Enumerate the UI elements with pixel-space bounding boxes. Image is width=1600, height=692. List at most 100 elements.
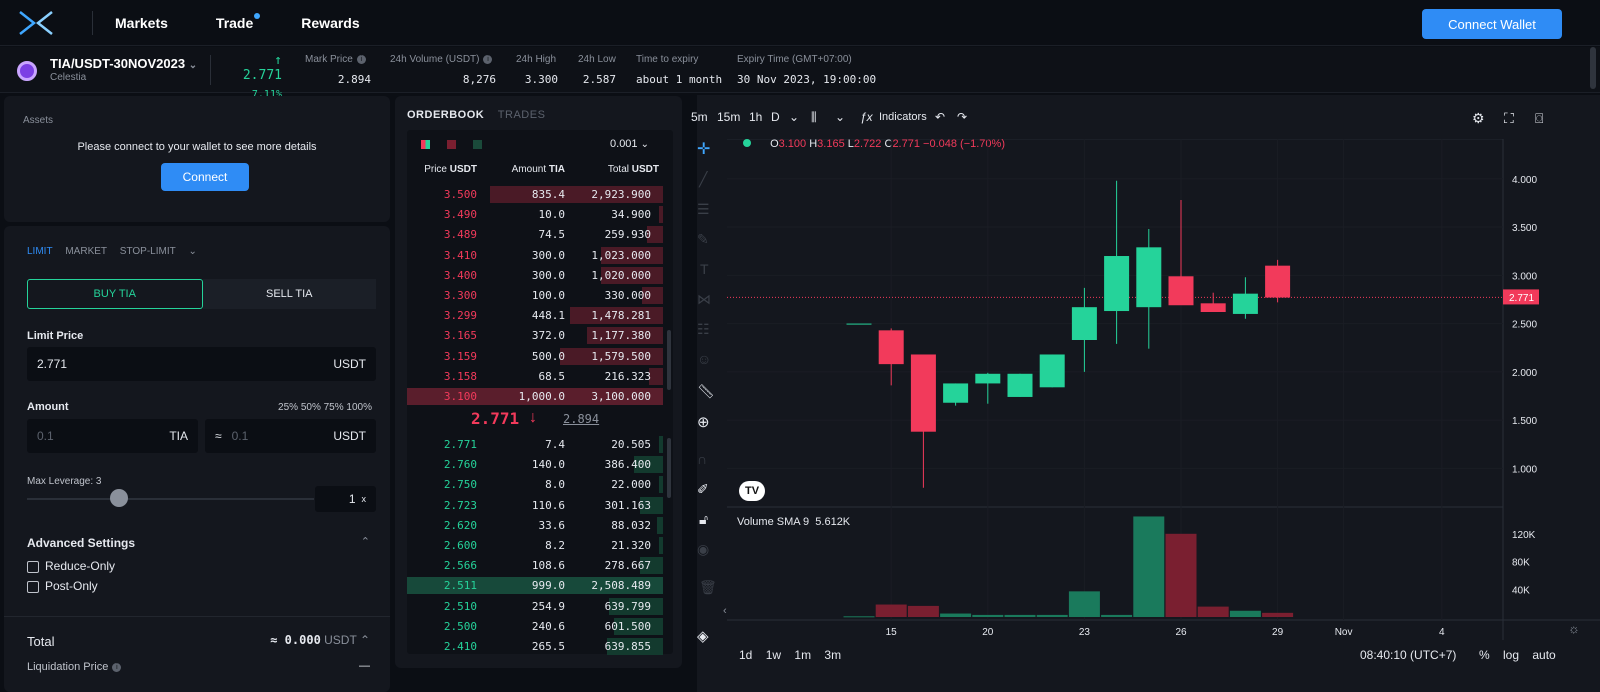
chevron-down-icon[interactable]: ⌄ <box>789 110 800 124</box>
tab-market[interactable]: MARKET <box>65 246 108 257</box>
candle-body[interactable] <box>1168 276 1194 306</box>
ask-row[interactable]: 3.490 10.0 34.900 <box>407 205 663 224</box>
interval-15m[interactable]: 15m <box>717 110 741 124</box>
bids-scrollbar[interactable] <box>667 438 671 498</box>
candle-body[interactable] <box>943 383 969 403</box>
ask-row[interactable]: 3.158 68.5 216.323 <box>407 367 663 386</box>
text-icon[interactable]: T <box>700 261 709 277</box>
indicators-button[interactable]: Indicators <box>879 111 927 123</box>
layers-icon[interactable]: ◈ <box>697 628 709 645</box>
ask-row[interactable]: 3.299 448.1 1,478.281 <box>407 306 663 325</box>
ask-row[interactable]: 3.100 1,000.0 3,100.000 <box>407 387 663 406</box>
fib-icon[interactable]: ☰ <box>697 201 710 217</box>
fullscreen-icon[interactable]: ⛶ <box>1504 110 1514 126</box>
buy-tab[interactable]: BUY TIA <box>27 279 203 309</box>
ask-row[interactable]: 3.400 300.0 1,020.000 <box>407 266 663 285</box>
candle-body[interactable] <box>975 373 1001 384</box>
emoji-icon[interactable]: ☺ <box>697 351 712 367</box>
zoom-icon[interactable]: ⊕ <box>697 414 710 431</box>
leverage-slider-track[interactable] <box>27 498 314 500</box>
candle-body[interactable] <box>846 323 872 325</box>
indicators-icon[interactable]: ƒx <box>860 110 873 124</box>
advanced-settings-title[interactable]: Advanced Settings <box>27 536 136 550</box>
view-both-icon[interactable] <box>421 140 430 149</box>
view-asks-icon[interactable] <box>447 140 456 149</box>
bid-row[interactable]: 2.771 7.4 20.505 <box>407 435 663 454</box>
candle-type-icon[interactable]: ⫼ <box>811 110 817 124</box>
ruler-icon[interactable]: 📏︎ <box>697 383 715 399</box>
tradingview-logo-icon[interactable]: TV <box>739 481 765 501</box>
draw-lock-icon[interactable]: ✐ <box>697 481 709 497</box>
candle-body[interactable] <box>1071 307 1097 340</box>
interval-d[interactable]: D <box>771 110 780 124</box>
trash-icon[interactable]: 🗑︎ <box>699 579 717 595</box>
tab-trades[interactable]: TRADES <box>497 109 546 121</box>
nav-rewards[interactable]: Rewards <box>301 14 360 31</box>
chevron-up-icon[interactable]: ⌃ <box>359 633 370 647</box>
candle-body[interactable] <box>1265 265 1291 298</box>
leverage-slider-handle[interactable] <box>110 489 128 507</box>
bid-row[interactable]: 2.620 33.6 88.032 <box>407 516 663 535</box>
eye-icon[interactable]: ◉ <box>697 541 710 557</box>
settings-icon[interactable]: ⚙ <box>1472 110 1485 126</box>
candle-body[interactable] <box>1136 247 1162 308</box>
market-selector[interactable]: TIA/USDT-30NOV2023 ⌄ <box>50 56 197 71</box>
interval-5m[interactable]: 5m <box>691 110 708 124</box>
log-toggle[interactable]: log <box>1503 648 1520 662</box>
axis-settings-icon[interactable]: ☼ <box>1568 621 1580 636</box>
bid-row[interactable]: 2.566 108.6 278.667 <box>407 556 663 575</box>
range-1d[interactable]: 1d <box>739 648 753 662</box>
brush-icon[interactable]: ✎ <box>697 231 709 247</box>
auto-toggle[interactable]: auto <box>1532 648 1556 662</box>
sell-tab[interactable]: SELL TIA <box>202 279 376 309</box>
connect-button[interactable]: Connect <box>161 163 249 191</box>
tab-stop-limit[interactable]: STOP-LIMIT ⌄ <box>120 246 207 257</box>
ask-row[interactable]: 3.300 100.0 330.000 <box>407 286 663 305</box>
ask-row[interactable]: 3.159 500.0 1,579.500 <box>407 347 663 366</box>
candle-body[interactable] <box>1039 354 1065 388</box>
chevron-up-icon[interactable]: ⌃ <box>360 536 370 548</box>
range-3m[interactable]: 3m <box>824 648 842 662</box>
undo-icon[interactable]: ↶ <box>935 110 946 124</box>
tab-limit[interactable]: LIMIT <box>27 246 53 257</box>
percent-shortcuts[interactable]: 25% 50% 75% 100% <box>278 402 372 413</box>
pattern-icon[interactable]: ⋈ <box>697 291 711 307</box>
forecast-icon[interactable]: ☷ <box>697 321 710 337</box>
candle-body[interactable] <box>1104 256 1130 312</box>
nav-markets[interactable]: Markets <box>115 14 168 31</box>
candle-body[interactable] <box>910 354 936 432</box>
candle-body[interactable] <box>1232 293 1258 314</box>
candle-body[interactable] <box>878 330 904 365</box>
bid-row[interactable]: 2.410 265.5 639.855 <box>407 637 663 656</box>
bid-row[interactable]: 2.723 110.6 301.163 <box>407 496 663 515</box>
info-icon[interactable]: i <box>483 54 493 64</box>
amount-input[interactable]: 0.1 TIA <box>27 419 198 453</box>
trendline-icon[interactable]: ╱ <box>699 171 708 187</box>
percent-toggle[interactable]: % <box>1479 648 1490 662</box>
interval-1h[interactable]: 1h <box>749 110 763 124</box>
candle-body[interactable] <box>1200 303 1226 313</box>
price-chart[interactable]: 4.000 3.500 3.000 2.500 2.000 1.500 1.000 120K 8… <box>697 95 1600 640</box>
post-only-checkbox[interactable]: Post-Only <box>27 579 98 593</box>
ask-row[interactable]: 3.410 300.0 1,023.000 <box>407 246 663 265</box>
bid-row[interactable]: 2.500 240.6 601.500 <box>407 617 663 636</box>
info-icon[interactable]: i <box>356 54 366 64</box>
tick-size-select[interactable]: 0.001 ⌄ <box>610 138 649 150</box>
header-scrollbar[interactable] <box>1590 47 1596 89</box>
scroll-left-icon[interactable]: ‹ <box>723 605 727 617</box>
range-1m[interactable]: 1m <box>794 648 812 662</box>
bid-row[interactable]: 2.511 999.0 2,508.489 <box>407 576 663 595</box>
candle-body[interactable] <box>1007 373 1033 397</box>
reduce-only-checkbox[interactable]: Reduce-Only <box>27 559 115 573</box>
chevron-down-icon[interactable]: ⌄ <box>835 110 846 124</box>
info-icon[interactable]: i <box>112 662 122 672</box>
redo-icon[interactable]: ↷ <box>957 110 968 124</box>
tab-orderbook[interactable]: ORDERBOOK <box>407 109 485 121</box>
view-bids-icon[interactable] <box>473 140 482 149</box>
bid-row[interactable]: 2.510 254.9 639.799 <box>407 597 663 616</box>
amount-usdt-input[interactable]: ≈ 0.1 USDT <box>205 419 376 453</box>
camera-icon[interactable]: ⌼ <box>1535 110 1544 126</box>
limit-price-input[interactable]: 2.771 USDT <box>27 347 376 381</box>
lock-icon[interactable]: 🔓︎ <box>699 511 709 527</box>
